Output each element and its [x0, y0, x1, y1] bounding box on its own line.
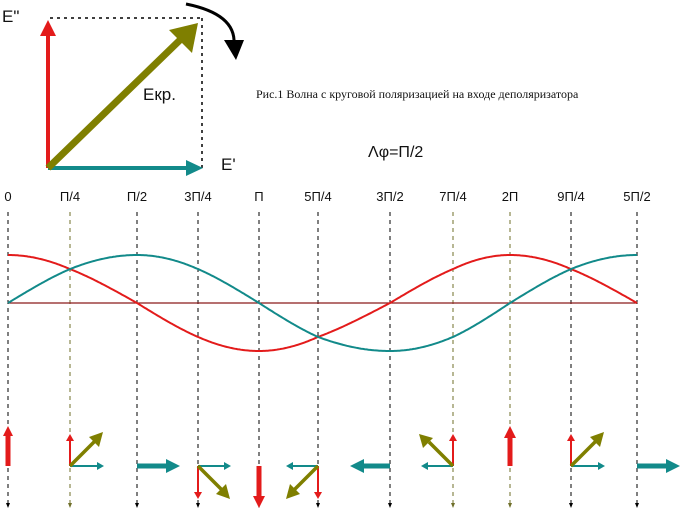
- phase-tick-label: 5Π/2: [623, 189, 650, 204]
- phase-tick-label: 5Π/4: [304, 189, 331, 204]
- phase-guide-arrowhead: [316, 503, 320, 508]
- label-e-prime: E': [221, 155, 236, 174]
- phase-tick-label: 3Π/2: [376, 189, 403, 204]
- snapshot-2pi: [504, 426, 516, 466]
- phase-tick-label: 7Π/4: [439, 189, 466, 204]
- snapshot-7pi-4: [419, 434, 457, 470]
- e-prime-arrowhead: [186, 160, 203, 176]
- phase-tick-label: Π/2: [127, 189, 147, 204]
- e-circ-arrowhead: [169, 23, 198, 53]
- label-e-double-prime: E": [2, 7, 19, 26]
- snapshot-3pi-4: [194, 462, 231, 499]
- e-circ-vector: [45, 37, 183, 171]
- phase-label: Λφ=Π/2: [368, 144, 423, 161]
- phase-guide-arrowhead: [388, 503, 392, 508]
- phase-tick-label: Π: [254, 189, 263, 204]
- phase-guide-arrowhead: [135, 503, 139, 508]
- snapshot-pi-4: [66, 432, 104, 470]
- phase-tick-label: Π/4: [60, 189, 80, 204]
- rotation-arrow: [185, 2, 236, 45]
- snapshot-9pi-4: [567, 432, 605, 470]
- phase-guide-arrowhead: [196, 503, 200, 508]
- phase-tick-label: 0: [4, 189, 11, 204]
- phase-guide-arrowhead: [6, 503, 10, 508]
- phase-guide-arrowhead: [635, 503, 639, 508]
- figure-caption: Рис.1 Волна с круговой поляризацией на в…: [256, 87, 579, 101]
- snapshot-5pi-2: [637, 459, 680, 473]
- snapshot-0: [3, 426, 13, 466]
- phase-guides: [6, 212, 639, 508]
- label-e-circ: Eкр.: [143, 85, 176, 104]
- phase-guide-arrowhead: [569, 503, 573, 508]
- phase-guide-arrowhead: [68, 503, 72, 508]
- teal-wave-curve: [7, 254, 637, 352]
- polarization-snapshots: [3, 426, 680, 508]
- phase-tick-label: 9Π/4: [557, 189, 584, 204]
- phase-tick-label: 2Π: [502, 189, 519, 204]
- phase-ticks: 0 Π/4 Π/2 3Π/4 Π 5Π/4 3Π/2 7Π/4 2Π 9Π/4 5Π/2: [4, 189, 650, 204]
- phase-guide-arrowhead: [508, 503, 512, 508]
- snapshot-pi: [253, 466, 265, 508]
- e-double-prime-arrowhead: [40, 20, 56, 36]
- snapshot-5pi-4: [286, 462, 322, 499]
- snapshot-pi-2: [137, 459, 180, 473]
- snapshot-3pi-2: [350, 459, 390, 473]
- phase-guide-arrowhead: [451, 503, 455, 508]
- phase-tick-label: 3Π/4: [184, 189, 211, 204]
- rotation-arrowhead: [224, 40, 244, 60]
- vector-diagram: E" E' Eкр.: [2, 2, 244, 176]
